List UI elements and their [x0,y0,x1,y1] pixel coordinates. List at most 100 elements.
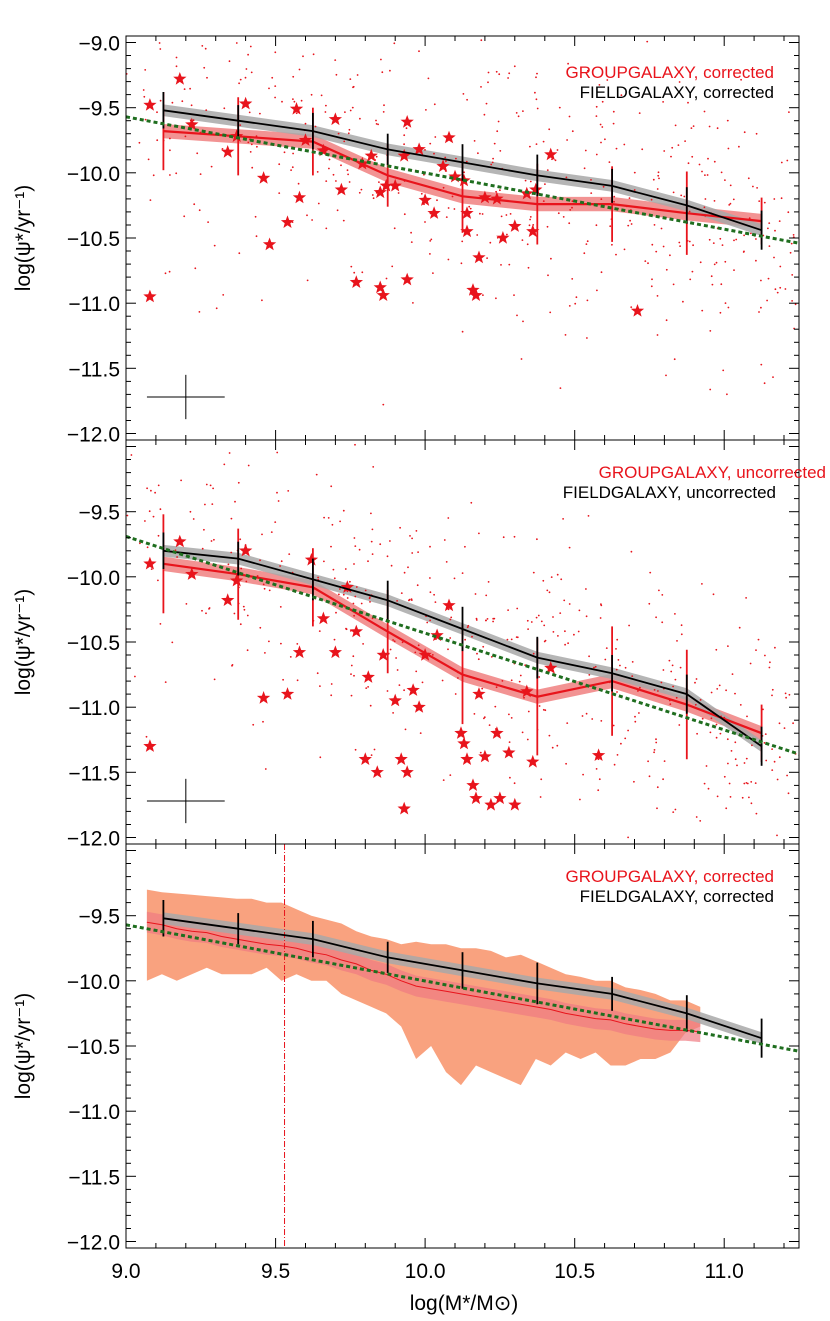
scatter-dot [447,258,450,261]
scatter-dot [537,614,540,617]
scatter-dot [328,158,331,161]
scatter-dot [427,77,430,80]
scatter-dot [724,302,727,304]
x-tick-label: 9.0 [111,1260,140,1283]
scatter-dot [695,816,698,818]
scatter-dot [535,143,538,146]
scatter-dot [527,266,530,269]
galaxy-star-marker [508,797,522,811]
scatter-dot [720,283,723,286]
scatter-dot [774,646,776,649]
scatter-dot [383,104,385,107]
scatter-dot [505,214,508,216]
scatter-dot [370,512,372,515]
scatter-dot [429,253,431,255]
galaxy-star-marker [304,552,319,566]
scatter-dot [725,689,727,692]
scatter-dot [330,485,333,488]
scatter-dot [319,685,321,687]
scatter-dot [778,220,781,223]
scatter-dot [510,638,513,641]
galaxy-star-marker [143,739,157,752]
scatter-dot [542,708,545,711]
scatter-dot [755,812,758,815]
scatter-dot [678,241,681,244]
scatter-dot [660,681,663,684]
scatter-dot [542,140,545,143]
scatter-dot [671,146,674,149]
scatter-dot [208,608,210,610]
scatter-dot [550,257,552,260]
scatter-dot [733,269,735,271]
scatter-dot [244,76,247,79]
scatter-dot [552,631,555,633]
scatter-dot [529,180,532,183]
scatter-dot [773,256,775,259]
scatter-dot [274,521,277,523]
scatter-dot [663,150,666,152]
scatter-dot [676,640,678,642]
scatter-dot [296,643,299,645]
scatter-dot [337,132,340,135]
scatter-dot [571,278,574,280]
scatter-dot [249,45,252,48]
legend-entry-field: FIELDGALAXY, uncorrected [563,483,776,502]
scatter-dot [339,588,341,590]
scatter-dot [647,262,649,265]
scatter-dot [559,387,562,389]
scatter-dot [546,169,549,172]
scatter-dot [748,796,750,799]
scatter-dot [444,156,447,159]
scatter-dot [296,679,299,682]
scatter-dot [763,201,766,204]
scatter-dot [792,722,794,725]
scatter-dot [410,598,413,600]
scatter-dot [567,642,569,645]
scatter-dot [687,162,690,165]
scatter-dot [641,148,644,151]
scatter-dot [152,174,155,177]
scatter-dot [784,692,787,695]
scatter-dot [734,692,736,695]
scatter-dot [171,101,174,104]
scatter-dot [205,612,207,615]
scatter-dot [619,664,621,667]
scatter-dot [615,147,618,150]
scatter-dot [157,534,160,537]
scatter-dot [201,45,204,47]
scatter-dot [668,659,671,662]
scatter-dot [747,177,750,180]
scatter-dot [398,684,401,686]
scatter-dot [665,374,667,377]
scatter-dot [338,593,340,596]
scatter-dot [658,589,660,592]
scatter-dot [462,93,465,95]
scatter-dot [354,748,357,751]
scatter-dot [411,552,414,554]
scatter-dot [339,520,341,523]
scatter-dot [447,648,449,651]
galaxy-star-marker [173,534,187,548]
scatter-dot [349,580,351,583]
scatter-dot [743,234,745,237]
scatter-dot [786,159,789,162]
scatter-dot [289,656,292,658]
scatter-dot [248,111,251,114]
scatter-dot [149,199,152,202]
scatter-dot [694,681,696,684]
scatter-dot [385,277,388,280]
scatter-dot [390,564,393,567]
scatter-dot [760,279,762,282]
galaxy-star-marker [630,304,645,317]
scatter-dot [606,79,609,81]
scatter-dot [678,81,681,83]
scatter-dot [345,628,348,631]
scatter-dot [159,99,162,102]
scatter-dot [655,250,658,253]
scatter-dot [395,657,397,659]
scatter-dot [783,727,786,729]
scatter-dot [760,306,762,309]
galaxy-star-marker [406,683,420,696]
scatter-dot [647,760,649,763]
scatter-dot [678,724,681,726]
